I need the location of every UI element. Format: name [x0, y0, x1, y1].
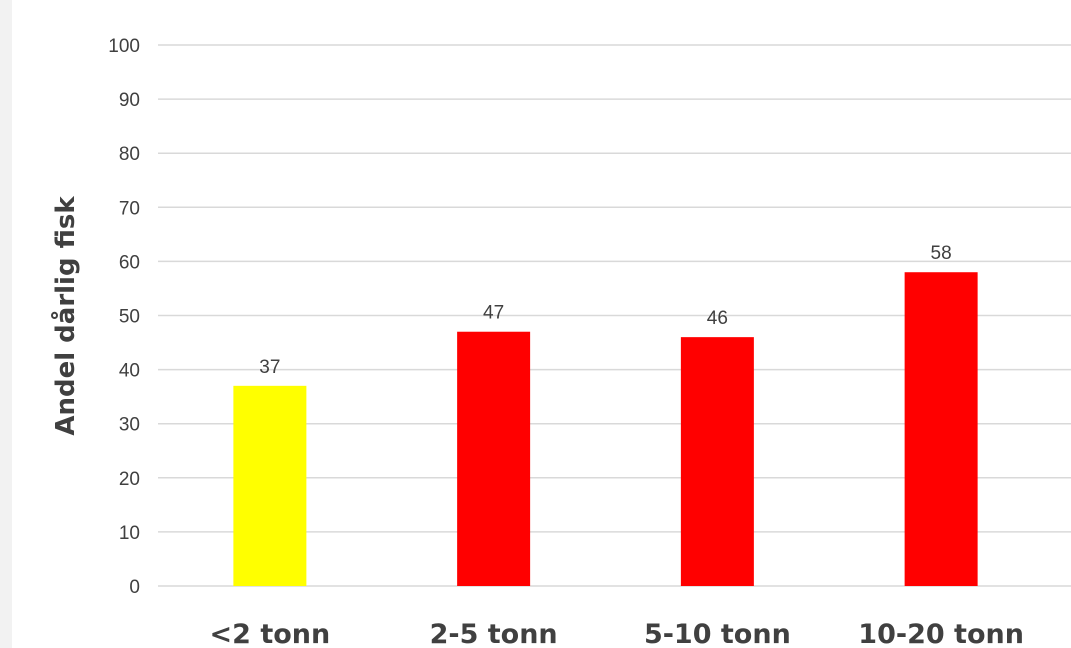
chart-area	[12, 0, 1071, 648]
y-tick-label: 50	[119, 307, 140, 328]
y-tick-label: 40	[119, 361, 140, 382]
x-axis-categories: <2 tonn 2-5 tonn 5-10 tonn 10-20 tonn	[210, 619, 1024, 648]
bars	[233, 272, 978, 586]
y-axis-title: Andel dårlig fisk	[49, 196, 81, 436]
data-label: 37	[259, 357, 280, 378]
bar	[233, 385, 307, 586]
data-labels: 37 47 46 58	[259, 243, 951, 378]
y-tick-label: 30	[119, 415, 140, 436]
x-category-label: 5-10 tonn	[644, 619, 791, 648]
x-category-label: 2-5 tonn	[430, 619, 558, 648]
y-tick-label: 10	[119, 523, 140, 544]
data-label: 46	[707, 308, 728, 329]
data-label: 58	[931, 243, 952, 264]
bar	[904, 272, 978, 586]
y-tick-label: 70	[119, 198, 140, 219]
bar	[680, 337, 754, 586]
y-tick-label: 0	[129, 577, 140, 598]
x-category-label: 10-20 tonn	[858, 619, 1024, 648]
gridlines	[158, 44, 1071, 587]
data-label: 47	[483, 303, 504, 324]
y-tick-label: 60	[119, 252, 140, 273]
y-tick-label: 20	[119, 469, 140, 490]
y-tick-label: 90	[119, 90, 140, 111]
y-tick-label: 80	[119, 144, 140, 165]
y-tick-label: 100	[108, 36, 140, 57]
bar	[457, 331, 531, 586]
y-axis-ticks: 0 10 20 30 40 50 60 70 80 90 100	[108, 36, 140, 598]
x-category-label: <2 tonn	[210, 619, 331, 648]
